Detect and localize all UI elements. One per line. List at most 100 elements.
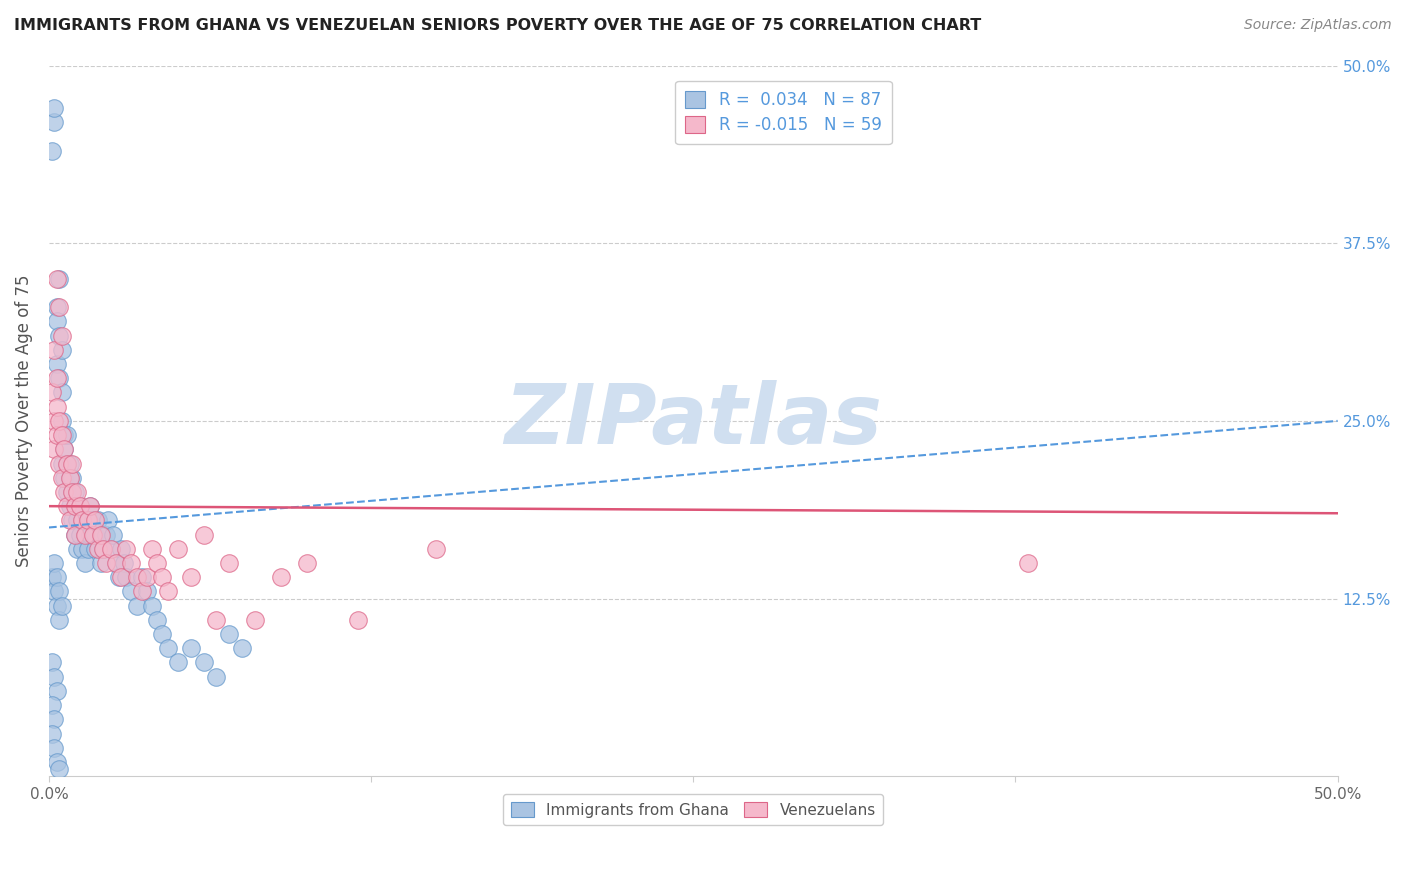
Point — [87, 513, 110, 527]
Point — [79, 499, 101, 513]
Point — [89, 527, 111, 541]
Point — [42, 414, 65, 428]
Point — [53, 471, 76, 485]
Point — [48, 272, 70, 286]
Point — [45, 684, 67, 698]
Point — [45, 272, 67, 286]
Point — [84, 541, 107, 556]
Point — [97, 513, 120, 527]
Point — [51, 471, 73, 485]
Point — [42, 101, 65, 115]
Point — [73, 527, 96, 541]
Point — [205, 613, 228, 627]
Point — [104, 556, 127, 570]
Point — [48, 762, 70, 776]
Point — [131, 584, 153, 599]
Point — [205, 670, 228, 684]
Point — [42, 670, 65, 684]
Point — [63, 527, 86, 541]
Point — [45, 570, 67, 584]
Point — [51, 328, 73, 343]
Point — [60, 471, 83, 485]
Point — [69, 499, 91, 513]
Point — [66, 513, 89, 527]
Point — [51, 385, 73, 400]
Text: IMMIGRANTS FROM GHANA VS VENEZUELAN SENIORS POVERTY OVER THE AGE OF 75 CORRELATI: IMMIGRANTS FROM GHANA VS VENEZUELAN SENI… — [14, 18, 981, 33]
Point — [150, 627, 173, 641]
Point — [218, 556, 240, 570]
Point — [56, 499, 79, 513]
Point — [91, 541, 114, 556]
Point — [41, 698, 63, 712]
Point — [42, 442, 65, 457]
Point — [42, 584, 65, 599]
Point — [51, 343, 73, 357]
Point — [63, 527, 86, 541]
Text: ZIPatlas: ZIPatlas — [505, 380, 882, 461]
Point — [120, 584, 142, 599]
Point — [58, 457, 80, 471]
Point — [89, 527, 111, 541]
Point — [110, 570, 132, 584]
Point — [48, 613, 70, 627]
Point — [56, 457, 79, 471]
Point — [60, 485, 83, 500]
Point — [104, 556, 127, 570]
Point — [69, 527, 91, 541]
Point — [193, 656, 215, 670]
Point — [48, 584, 70, 599]
Point — [42, 556, 65, 570]
Point — [156, 584, 179, 599]
Point — [72, 513, 94, 527]
Point — [76, 513, 98, 527]
Point — [60, 485, 83, 500]
Point — [53, 485, 76, 500]
Point — [51, 414, 73, 428]
Point — [125, 570, 148, 584]
Point — [56, 428, 79, 442]
Point — [347, 613, 370, 627]
Point — [73, 527, 96, 541]
Point — [135, 570, 157, 584]
Point — [1017, 556, 1039, 570]
Point — [42, 712, 65, 726]
Point — [63, 485, 86, 500]
Point — [156, 641, 179, 656]
Point — [58, 513, 80, 527]
Point — [131, 570, 153, 584]
Point — [79, 527, 101, 541]
Point — [84, 527, 107, 541]
Legend: Immigrants from Ghana, Venezuelans: Immigrants from Ghana, Venezuelans — [503, 794, 883, 825]
Point — [100, 541, 122, 556]
Point — [270, 570, 292, 584]
Point — [45, 428, 67, 442]
Point — [82, 527, 104, 541]
Point — [45, 300, 67, 314]
Point — [53, 442, 76, 457]
Point — [48, 414, 70, 428]
Point — [58, 499, 80, 513]
Point — [125, 599, 148, 613]
Point — [94, 527, 117, 541]
Point — [141, 541, 163, 556]
Point — [112, 556, 135, 570]
Point — [45, 400, 67, 414]
Point — [60, 457, 83, 471]
Point — [51, 599, 73, 613]
Point — [115, 541, 138, 556]
Point — [180, 641, 202, 656]
Point — [58, 471, 80, 485]
Point — [218, 627, 240, 641]
Point — [48, 300, 70, 314]
Point — [45, 371, 67, 385]
Point — [72, 513, 94, 527]
Point — [166, 656, 188, 670]
Point — [56, 457, 79, 471]
Point — [42, 740, 65, 755]
Point — [141, 599, 163, 613]
Point — [53, 442, 76, 457]
Point — [66, 485, 89, 500]
Point — [91, 541, 114, 556]
Point — [231, 641, 253, 656]
Point — [166, 541, 188, 556]
